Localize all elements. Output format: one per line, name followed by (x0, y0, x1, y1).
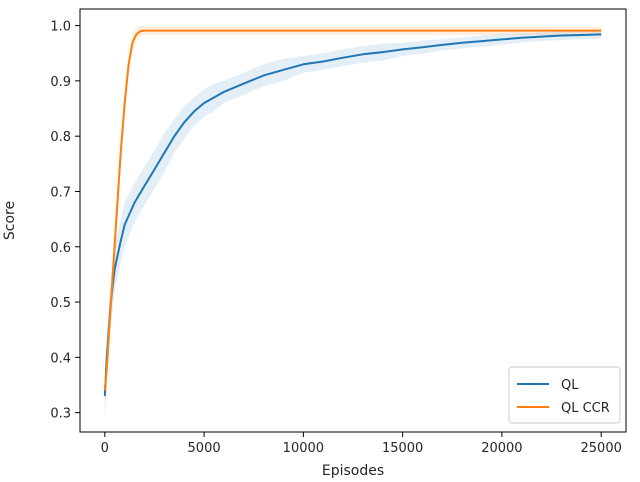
y-axis-ticks: 0.3 0.4 0.5 0.6 0.7 0.8 0.9 1.0 (50, 20, 80, 422)
legend-label-1: QL CCR (561, 401, 610, 416)
legend-frame (508, 366, 621, 424)
x-tick-label-2: 10000 (283, 441, 324, 456)
plot-area-frame (79, 8, 627, 433)
x-tick-label-5: 25000 (581, 441, 622, 456)
confidence-bands (104, 25, 602, 419)
series-band-0 (104, 30, 602, 419)
x-tick-label-3: 15000 (382, 441, 423, 456)
y-tick-label-4: 0.7 (50, 185, 71, 200)
y-axis-label: Score (2, 201, 18, 240)
series-line-0 (103, 33, 602, 397)
x-axis-ticks: 0 5000 10000 15000 20000 25000 (101, 432, 622, 456)
legend-label-0: QL (561, 378, 579, 393)
y-tick-label-7: 1.0 (50, 20, 71, 35)
y-tick-label-3: 0.6 (50, 241, 71, 256)
y-tick-label-1: 0.4 (50, 351, 71, 366)
series-band-1 (104, 25, 602, 413)
y-tick-label-6: 0.9 (50, 75, 71, 90)
x-axis-label: Episodes (322, 463, 384, 479)
x-tick-label-4: 20000 (481, 441, 522, 456)
legend: QL QL CCR (508, 366, 621, 424)
series-line-1 (103, 29, 602, 391)
x-tick-label-1: 5000 (188, 441, 221, 456)
y-tick-label-0: 0.3 (50, 407, 71, 422)
y-tick-label-5: 0.8 (50, 130, 71, 145)
x-tick-label-0: 0 (101, 441, 109, 456)
series-lines (103, 29, 602, 397)
y-tick-label-2: 0.5 (50, 296, 71, 311)
